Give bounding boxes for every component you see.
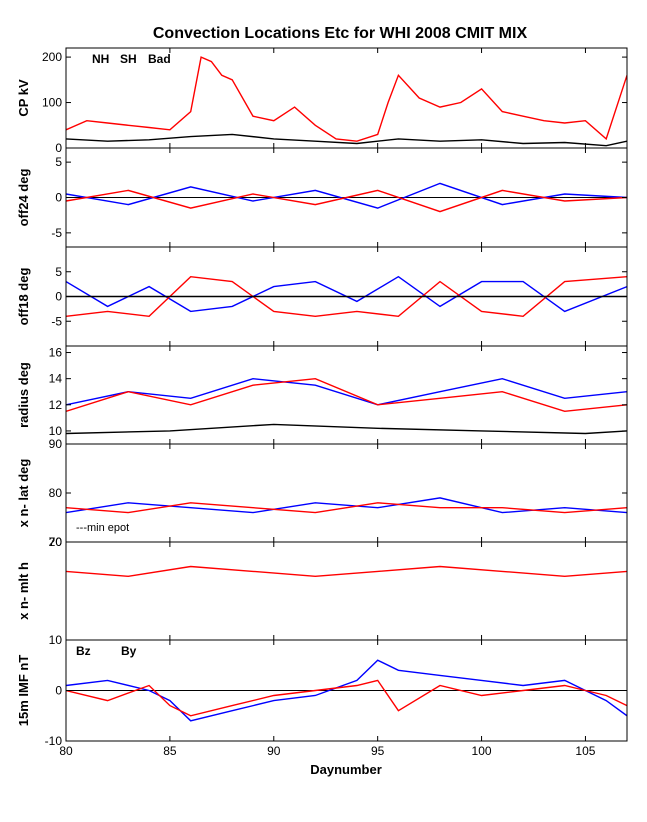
y-tick-label: 90 bbox=[49, 437, 63, 451]
y-tick-label: 100 bbox=[42, 96, 62, 110]
y-axis-label: radius deg bbox=[16, 362, 31, 428]
x-tick-label: 90 bbox=[267, 744, 281, 758]
y-axis-label: x n- lat deg bbox=[16, 459, 31, 528]
series-cp-nh bbox=[66, 56, 627, 142]
panel-imf: -10 0 15m IMF nT Bz By bbox=[16, 639, 628, 748]
y-tick-label: 20 bbox=[49, 535, 63, 549]
chart-title: Convection Locations Etc for WHI 2008 CM… bbox=[153, 25, 528, 42]
y-tick-label: -5 bbox=[51, 314, 62, 328]
series-imf-by bbox=[66, 659, 627, 722]
y-tick-label: -5 bbox=[51, 226, 62, 240]
x-tick-label: 80 bbox=[59, 744, 73, 758]
y-axis-label: off24 deg bbox=[16, 169, 31, 227]
y-tick-label: 10 bbox=[49, 633, 63, 647]
x-tick-label: 95 bbox=[371, 744, 385, 758]
y-tick-label: 5 bbox=[55, 155, 62, 169]
y-tick-label: -10 bbox=[45, 734, 63, 748]
x-tick-label: 85 bbox=[163, 744, 177, 758]
series-radius-sh bbox=[66, 377, 627, 406]
x-axis-label: Daynumber bbox=[310, 762, 382, 777]
y-tick-label: 5 bbox=[55, 265, 62, 279]
series-lat-nh bbox=[66, 502, 627, 514]
y-axis-label: x n- mlt h bbox=[16, 562, 31, 620]
y-axis-label: off18 deg bbox=[16, 268, 31, 326]
legend-nh: NH bbox=[92, 52, 109, 66]
legend-by: By bbox=[121, 644, 137, 658]
x-tick-label: 105 bbox=[575, 744, 595, 758]
legend-sh: SH bbox=[120, 52, 137, 66]
y-axis-label: CP kV bbox=[16, 79, 31, 117]
series-off18-nh bbox=[66, 275, 627, 318]
y-tick-label: 14 bbox=[49, 372, 63, 386]
x-tick-label: 100 bbox=[472, 744, 492, 758]
y-tick-label: 12 bbox=[49, 398, 63, 412]
legend-bad: Bad bbox=[148, 52, 171, 66]
y-axis-label: 15m IMF nT bbox=[16, 655, 31, 727]
axes-frame bbox=[65, 443, 628, 543]
y-tick-label: 80 bbox=[49, 486, 63, 500]
y-tick-label: 70 bbox=[49, 535, 63, 549]
panel-off18: -5 0 5 off18 deg bbox=[16, 246, 628, 347]
series-off24-nh bbox=[66, 189, 627, 213]
panel-off24: -5 0 5 off24 deg bbox=[16, 147, 628, 248]
series-mlt-nh bbox=[66, 565, 627, 578]
series-imf-bz bbox=[66, 679, 627, 717]
series-radius-bad bbox=[66, 423, 627, 435]
y-tick-label: 16 bbox=[49, 346, 63, 360]
series-cp-bad bbox=[66, 133, 627, 147]
series-radius-nh bbox=[66, 377, 627, 413]
y-tick-label: 200 bbox=[42, 50, 62, 64]
y-tick-label: 0 bbox=[55, 684, 62, 698]
series-off18-sh bbox=[66, 275, 627, 313]
y-tick-label: 0 bbox=[55, 191, 62, 205]
y-tick-label: 0 bbox=[55, 141, 62, 155]
panel-lat: 70 80 90 x n- lat deg ---min epot bbox=[16, 437, 628, 549]
legend-bz: Bz bbox=[76, 644, 91, 658]
panel-radius: 10 12 14 16 radius deg bbox=[16, 345, 628, 445]
panel-mlt: 10 20 x n- mlt h bbox=[16, 535, 628, 660]
min-epot-note: ---min epot bbox=[76, 522, 129, 534]
series-off24-sh bbox=[66, 182, 627, 209]
y-tick-label: 0 bbox=[55, 290, 62, 304]
series-mlt-sh bbox=[66, 650, 627, 660]
y-tick-label: 10 bbox=[49, 424, 63, 438]
axes-frame bbox=[65, 541, 628, 641]
panel-cp: 0 100 200 CP kV NH SH Bad bbox=[16, 47, 628, 155]
